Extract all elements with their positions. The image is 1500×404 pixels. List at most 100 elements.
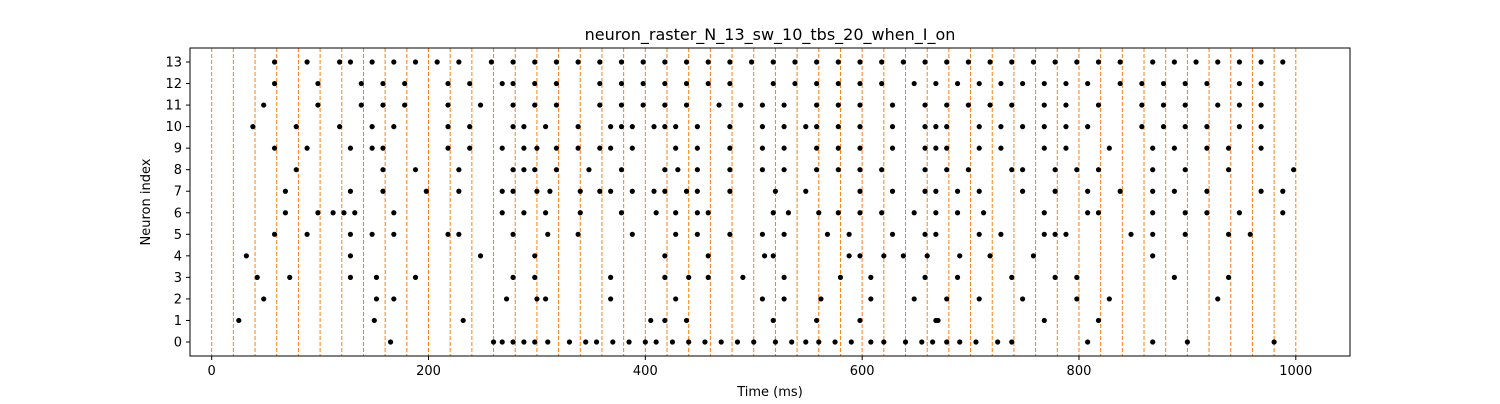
spike-marker [640, 102, 646, 108]
spike-marker [761, 253, 768, 259]
plot-frame [189, 47, 1351, 357]
x-tick-label: 0 [208, 364, 216, 379]
spike-marker [881, 339, 887, 345]
spike-marker [954, 80, 961, 87]
spike-marker [1117, 59, 1123, 65]
spike-marker [1074, 167, 1080, 173]
spike-marker [577, 210, 583, 216]
spike-marker [759, 124, 766, 130]
spike-marker [980, 210, 987, 216]
spike-marker [236, 317, 242, 324]
spike-marker [911, 296, 917, 302]
spike-marker [857, 124, 863, 130]
spike-marker [640, 59, 646, 65]
spike-marker [846, 231, 852, 237]
spike-marker [1204, 188, 1210, 194]
spike-marker [510, 339, 516, 345]
spike-marker [1052, 59, 1058, 65]
spike-marker [1182, 80, 1188, 87]
spike-marker [781, 296, 787, 302]
spike-marker [387, 339, 394, 345]
spike-marker [369, 145, 375, 151]
spike-marker [1204, 124, 1210, 130]
spike-marker [499, 210, 505, 216]
spike-marker [532, 80, 538, 87]
spike-marker [445, 231, 451, 237]
spike-marker [727, 80, 733, 87]
spike-marker [629, 145, 635, 151]
spike-marker [1041, 210, 1047, 216]
spike-marker [347, 188, 354, 194]
spike-marker [683, 102, 690, 108]
y-tick-label: 8 [174, 163, 182, 178]
spike-marker [1074, 296, 1080, 302]
spike-marker [973, 339, 979, 345]
spike-marker [1236, 210, 1243, 216]
spike-marker [1258, 188, 1264, 194]
spike-marker [1019, 296, 1026, 302]
x-axis-ticks: 0 200 400 600 800 1000 [208, 356, 1312, 379]
spike-marker [651, 188, 657, 194]
spike-marker [1150, 339, 1156, 345]
spike-marker [629, 188, 635, 194]
spike-marker [1280, 59, 1286, 65]
spike-marker [976, 231, 982, 237]
spike-marker [824, 231, 831, 237]
spike-marker [976, 80, 982, 87]
spike-marker [792, 59, 798, 65]
spike-marker [1085, 339, 1091, 345]
spike-marker [1150, 167, 1156, 173]
spike-marker [521, 167, 527, 173]
spike-marker [686, 274, 692, 280]
spike-marker [618, 102, 625, 108]
spike-marker [510, 59, 516, 65]
spike-marker [662, 317, 668, 324]
spike-marker [857, 317, 863, 324]
spike-marker [1150, 210, 1156, 216]
spike-marker [1204, 210, 1210, 216]
spike-marker [879, 80, 885, 87]
spike-marker [816, 339, 822, 345]
spike-marker [669, 339, 676, 345]
spike-marker [243, 253, 249, 259]
spike-marker [261, 296, 267, 302]
spike-marker [803, 124, 809, 130]
spike-marker [727, 167, 733, 173]
spike-marker [662, 253, 668, 259]
spike-marker [373, 296, 380, 302]
spike-marker [369, 124, 375, 130]
spike-marker [924, 253, 930, 259]
spike-marker [835, 167, 841, 173]
spike-marker [542, 124, 549, 130]
spike-marker [1258, 59, 1264, 65]
spike-marker [673, 296, 679, 302]
spike-marker [662, 274, 668, 280]
spike-marker [1225, 274, 1232, 280]
spike-marker [933, 145, 939, 151]
spike-marker [1063, 80, 1069, 87]
spike-marker [1085, 188, 1091, 194]
spike-marker [1160, 80, 1167, 87]
spike-marker [608, 188, 614, 194]
spike-marker [467, 80, 473, 87]
y-tick-label: 5 [174, 228, 182, 243]
spike-marker [835, 145, 841, 151]
spike-marker [593, 339, 600, 345]
spike-marker [814, 80, 820, 87]
spike-marker [751, 339, 757, 345]
spike-marker [835, 210, 841, 216]
spike-marker [542, 210, 549, 216]
spike-marker [922, 231, 928, 237]
spike-marker [1171, 188, 1177, 194]
spike-marker [545, 339, 551, 345]
spike-marker [586, 167, 592, 173]
spike-marker [653, 339, 659, 345]
spike-marker [371, 317, 377, 324]
spike-marker [499, 188, 505, 194]
y-tick-label: 3 [174, 271, 182, 286]
spike-marker [1063, 231, 1069, 237]
spike-marker [542, 296, 549, 302]
spike-marker [662, 167, 668, 173]
spike-marker [402, 80, 408, 87]
spike-marker [889, 188, 896, 194]
